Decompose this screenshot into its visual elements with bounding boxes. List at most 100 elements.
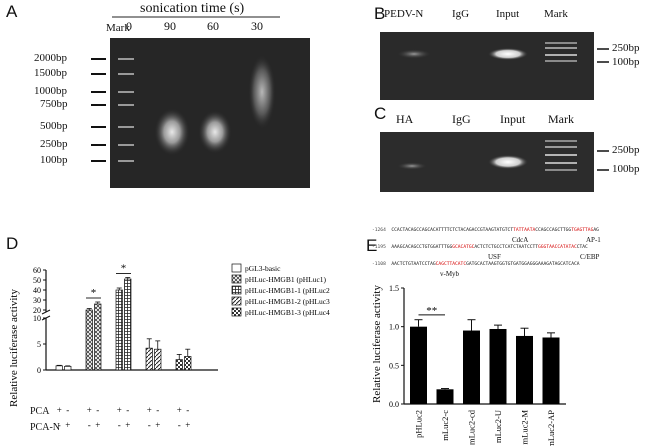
- panel-letter-e: E: [366, 236, 378, 255]
- d-pca-n-sign: -: [88, 420, 91, 430]
- smear-90s: [154, 108, 190, 156]
- lane-label-igg-b: IgG: [452, 8, 470, 20]
- e-bar: [436, 389, 454, 404]
- lane-label-input-c: Input: [500, 112, 526, 126]
- e-bar: [542, 337, 560, 404]
- d-pca-sign: -: [126, 405, 129, 415]
- e-bar: [489, 328, 507, 404]
- d-pca-sign: +: [147, 405, 152, 415]
- d-pca-sign: -: [186, 405, 189, 415]
- d-bar: [64, 366, 72, 371]
- d-bar: [115, 289, 123, 371]
- seq-text: GATGCACTAAGTGGTGTGATGGAGGGAAAGATAGCATCAC…: [466, 262, 580, 267]
- marker-750bp: 750bp: [40, 98, 68, 110]
- band-b-pedv: [396, 49, 432, 59]
- seq-site: CAGCTTACATC: [435, 262, 467, 267]
- d-pca-sign: -: [96, 405, 99, 415]
- e-bar: [410, 326, 427, 404]
- lane-label-mark: Mark: [106, 22, 130, 34]
- smear-30s: [248, 54, 276, 130]
- site-ap1: AP-1: [586, 236, 601, 244]
- seq-line-1: -1264 CCACTACAGCCAGCACATTTTCTCTACAGACCGT…: [372, 228, 599, 233]
- site-usf: USF: [488, 253, 501, 261]
- marker-b-100bp: 100bp: [612, 56, 640, 68]
- e-ytick-label: 0.5: [389, 361, 399, 370]
- panel-letter-b: B: [374, 4, 386, 23]
- panel-c-gel-figure: [380, 132, 609, 192]
- d-legend-label: pHLuc-HMGB1 (pHLuc1): [245, 275, 327, 284]
- e-xtick-label: mLuc2-c: [440, 410, 450, 441]
- d-pca-n-sign: +: [185, 420, 190, 430]
- d-ytick-label: 10: [33, 314, 41, 323]
- seq-text: ACTCTCTGCCTCATCTAATCCTT: [474, 245, 539, 250]
- d-bar: [184, 356, 192, 371]
- e-xtick-label: pHLuc2: [414, 410, 424, 438]
- d-legend-label: pGL3-basic: [245, 264, 281, 273]
- seq-site: GCACATGC: [452, 245, 475, 250]
- d-pca-sign: -: [156, 405, 159, 415]
- lane-label-mark-c: Mark: [548, 112, 574, 126]
- seq-text: AAAGCACAGCCTGTGGATTTGG: [391, 245, 453, 250]
- d-bar: [175, 359, 183, 371]
- marker-b-250bp: 250bp: [612, 42, 640, 54]
- lane-label-mark-b: Mark: [544, 8, 568, 20]
- panel-letter-c: C: [374, 104, 387, 123]
- marker-1000bp: 1000bp: [34, 85, 67, 97]
- lane-label-60: 60: [207, 19, 219, 33]
- e-ytick-label: 0.0: [389, 400, 399, 409]
- d-pca-n-sign: -: [148, 420, 151, 430]
- e-bar: [516, 335, 533, 404]
- lane-label-90: 90: [164, 19, 176, 33]
- d-bar: [55, 365, 63, 371]
- d-pca-sign: +: [87, 405, 92, 415]
- d-legend-label: pHLuc-HMGB1-1 (pHLuc2): [245, 286, 330, 295]
- seq-text: CCAGCCAGCTTGG: [535, 228, 572, 233]
- d-legend-label: pHLuc-HMGB1-2 (pHLuc3): [245, 297, 330, 306]
- e-ytick-label: 1.5: [389, 284, 399, 293]
- pca-label: PCA: [30, 406, 50, 417]
- d-ytick-label: 5: [37, 340, 41, 349]
- smear-60s: [198, 110, 232, 154]
- d-pca-sign: +: [177, 405, 182, 415]
- d-bar: [94, 303, 102, 371]
- seq-site: TATTAATA: [513, 228, 536, 233]
- d-legend-swatch: [231, 274, 242, 284]
- site-cdca: CdcA: [512, 236, 529, 244]
- marker-500bp: 500bp: [40, 120, 68, 132]
- d-pca-n-sign: +: [155, 420, 160, 430]
- marker-100bp: 100bp: [40, 154, 68, 166]
- site-cebp: C/EBP: [580, 253, 600, 261]
- d-ylabel: Relative luciferase activity: [8, 289, 20, 407]
- d-ytick-label: 50: [33, 276, 41, 285]
- lane-label-0: 0: [126, 19, 132, 33]
- band-c-input: [488, 155, 528, 169]
- seq-pos: -1108: [372, 262, 386, 267]
- chart-e-luciferase: Relative luciferase activity 0.0 0.5 1.0 1.…: [371, 284, 566, 446]
- seq-line-2: -1195 AAAGCACAGCCTGTGGATTTGGGCACATGCACTC…: [372, 245, 588, 250]
- seq-text: CTAC: [576, 245, 588, 250]
- d-pca-sign: -: [66, 405, 69, 415]
- band-b-input: [488, 48, 528, 60]
- chart-d-luciferase: Relative luciferase activity 0 5 102030405…: [8, 263, 330, 431]
- sonication-title: sonication time (s): [140, 1, 245, 16]
- seq-pos: -1264: [372, 228, 386, 233]
- panel-a-gel-figure: [91, 16, 310, 188]
- d-axis-break: [41, 309, 51, 315]
- d-pca-n-sign: -: [58, 420, 61, 430]
- seq-text: CCACTACAGCCAGCACATTTTCTCTACAGACCGTAAGTAT…: [391, 228, 514, 233]
- seq-site: GGGTAACCATATAC: [538, 245, 577, 250]
- seq-text: AACTCTGTAATCCTAG: [391, 262, 436, 267]
- site-vmyb: v-Myb: [440, 270, 460, 278]
- d-legend-label: pHLuc-HMGB1-3 (pHLuc4): [245, 308, 330, 317]
- e-xtick-label: mLuc2-M: [520, 410, 530, 445]
- d-legend-swatch: [231, 296, 242, 306]
- panel-b-gel-figure: [380, 32, 609, 100]
- d-ytick-label: 0: [37, 366, 41, 375]
- panel-letter-a: A: [6, 2, 18, 21]
- d-bar: [145, 347, 153, 371]
- d-legend-swatch: [231, 263, 242, 273]
- e-xtick-label: mLuc2-U: [493, 410, 503, 443]
- pca-n-label: PCA-N: [30, 422, 61, 433]
- marker-c-100bp: 100bp: [612, 163, 640, 175]
- d-pca-sign: +: [117, 405, 122, 415]
